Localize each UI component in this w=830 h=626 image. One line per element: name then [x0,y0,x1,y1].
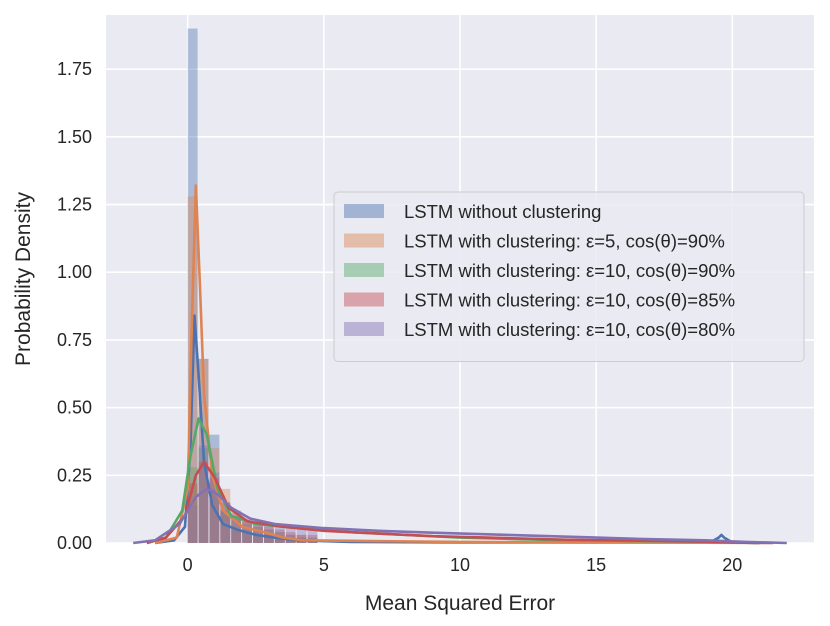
hist-bar-series-2 [209,448,220,543]
legend-box [333,191,805,362]
hist-bar-series-3 [198,448,209,543]
x-tick-label: 0 [183,555,193,575]
hist-bar-series-5 [307,529,318,543]
hist-bar-series-5 [253,521,263,543]
hist-bar-series-2 [231,510,242,543]
y-axis-label: Probability Density [12,192,35,366]
x-tick-label: 20 [722,555,742,575]
x-tick-label: 5 [319,555,329,575]
kde-curve-series-1 [154,314,760,545]
x-tick-label: 10 [450,555,470,575]
y-tick-label: 1.25 [57,195,92,215]
hist-bar-series-5 [242,518,253,543]
y-tick-label: 0.50 [57,398,92,418]
hist-bar-series-3 [187,467,198,543]
hist-bar-series-5 [296,529,307,543]
legend-label: LSTM with clustering: ε=10, cos(θ)=90% [404,260,735,281]
hist-bar-series-1 [274,537,285,543]
hist-bar-series-4 [253,524,263,543]
hist-bar-series-4 [198,461,209,543]
legend-label: LSTM with clustering: ε=10, cos(θ)=85% [404,290,735,311]
legend-swatch [344,322,384,336]
hist-bar-series-5 [274,526,285,543]
hist-bar-series-1 [220,510,231,543]
hist-bar-series-3 [220,510,231,543]
legend-label: LSTM without clustering [404,201,601,222]
hist-bar-series-1 [231,529,242,543]
kde-curves [133,184,787,545]
kde-curve-series-4 [146,460,774,545]
legend-label: LSTM with clustering: ε=5, cos(θ)=90% [404,231,725,252]
y-tick-label: 1.00 [57,262,92,282]
hist-bar-series-3 [231,518,242,543]
y-tick-label: 0.25 [57,465,92,485]
y-tick-label: 1.75 [57,59,92,79]
kde-curve-series-5 [133,487,787,545]
legend-swatch [344,263,384,277]
y-axis-ticks: 0.00 0.25 0.50 0.75 1.00 1.25 1.50 1.75 [57,59,92,553]
legend-swatch [344,292,384,307]
x-axis-label: Mean Squared Error [365,592,555,615]
y-tick-label: 0.75 [57,330,92,350]
legend-label: LSTM with clustering: ε=10, cos(θ)=80% [404,319,735,340]
hist-bar-series-3 [209,488,220,543]
legend: LSTM without clustering LSTM with cluster… [333,191,805,362]
hist-bar-series-4 [307,534,318,543]
hist-bar-series-1 [253,534,263,543]
kde-curve-series-2 [154,184,760,545]
y-tick-label: 0.00 [57,533,92,553]
hist-bar-series-5 [198,445,209,543]
legend-swatch [344,233,384,248]
x-axis-ticks: 0 5 10 15 20 [183,555,743,575]
hist-bar-series-4 [187,483,198,543]
hist-bar-series-2 [220,488,231,543]
hist-bar-series-5 [187,505,198,543]
x-tick-label: 15 [586,555,606,575]
hist-bar-series-1 [242,532,253,543]
hist-bar-series-4 [220,502,231,543]
hist-bar-series-5 [220,502,231,543]
hist-bar-series-1 [209,434,220,543]
hist-bar-series-5 [285,526,296,543]
y-tick-label: 1.50 [57,127,92,147]
hist-bar-series-1 [263,534,274,543]
legend-swatch [344,204,384,218]
